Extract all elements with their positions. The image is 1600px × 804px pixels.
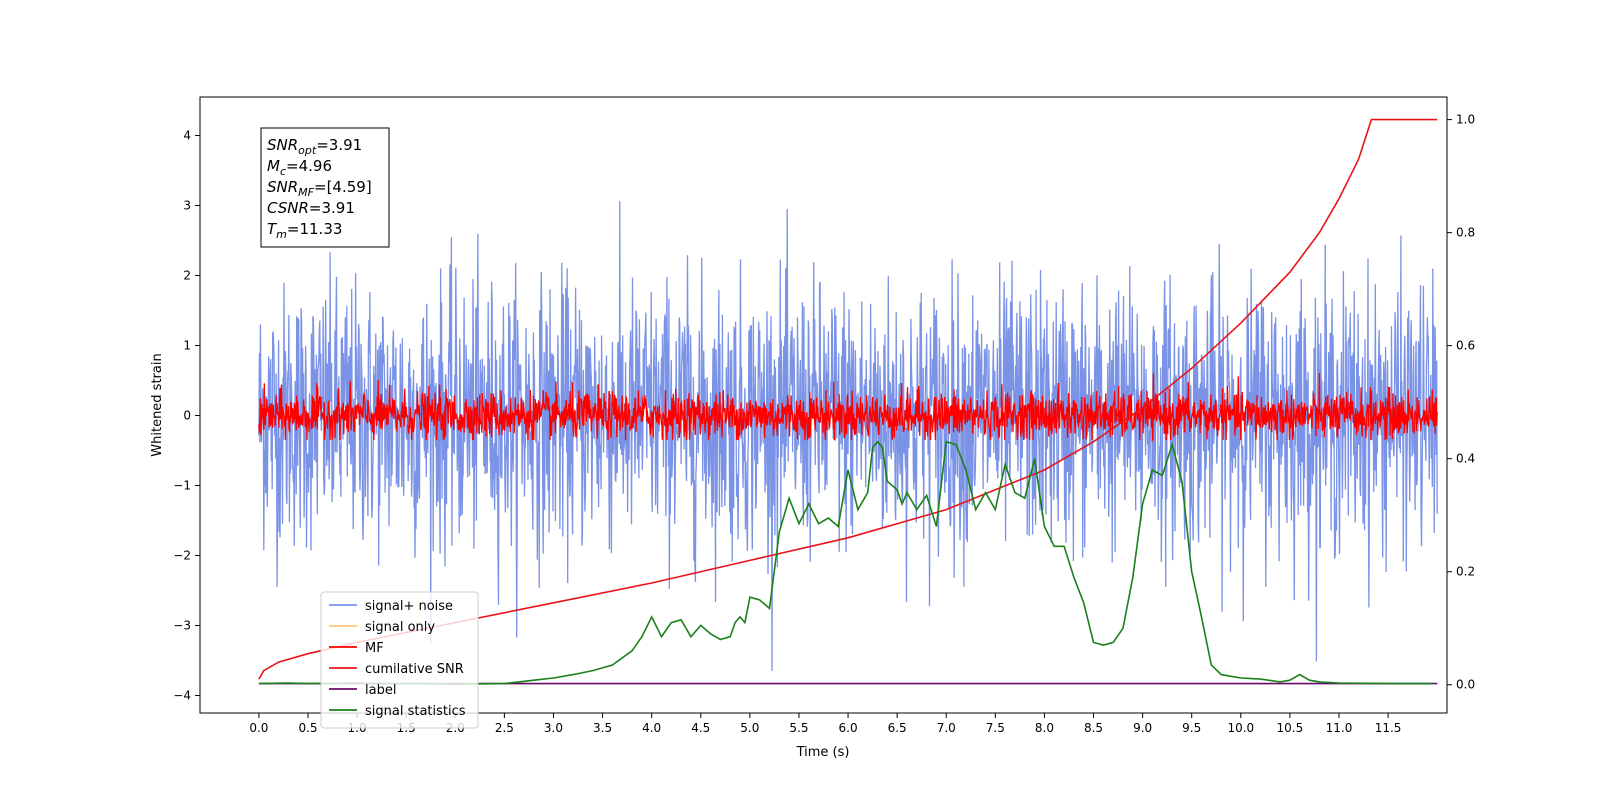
- legend-frame: [320, 591, 479, 729]
- y-axis-left: −4 −3 −2 −1 0 1 2 3 4: [173, 129, 200, 703]
- y2-tick-label: 0.4: [1456, 452, 1475, 466]
- legend-label: cumilative SNR: [365, 662, 464, 677]
- y-tick-label: −4: [173, 689, 191, 703]
- series-signal-noise: [258, 201, 1438, 672]
- x-tick-label: 0.0: [249, 721, 268, 735]
- x-tick-label: 10.0: [1227, 721, 1254, 735]
- x-tick-label: 11.5: [1375, 721, 1402, 735]
- x-tick-label: 6.5: [888, 721, 907, 735]
- y-tick-label: −3: [173, 619, 191, 633]
- y2-tick-label: 0.8: [1456, 226, 1475, 240]
- x-tick-label: 4.0: [642, 721, 661, 735]
- annotation-line: SNRopt=3.91: [267, 136, 362, 157]
- x-tick-label: 6.0: [839, 721, 858, 735]
- x-tick-label: 7.5: [986, 721, 1005, 735]
- x-tick-label: 9.0: [1133, 721, 1152, 735]
- annotation-frame: [260, 127, 390, 248]
- y2-tick-label: 1.0: [1456, 113, 1475, 127]
- legend-label: signal statistics: [365, 704, 466, 719]
- y-tick-label: 0: [183, 409, 191, 423]
- x-tick-label: 3.0: [544, 721, 563, 735]
- y-tick-label: 2: [183, 269, 191, 283]
- x-tick-label: 3.5: [593, 721, 612, 735]
- annotation-line: Tm=11.33: [267, 220, 342, 241]
- y-axis-label: Whitened strain: [150, 353, 165, 456]
- y-axis-right: 0.0 0.2 0.4 0.6 0.8 1.0: [1447, 113, 1475, 692]
- legend-label: signal+ noise: [365, 599, 453, 614]
- x-tick-label: 11.0: [1326, 721, 1353, 735]
- series-signal-statistics: [258, 440, 1433, 686]
- y2-tick-label: 0.6: [1456, 339, 1475, 353]
- y-tick-label: 3: [183, 199, 191, 213]
- y-tick-label: 1: [183, 339, 191, 353]
- x-tick-label: 5.5: [789, 721, 808, 735]
- x-tick-label: 9.5: [1182, 721, 1201, 735]
- y2-tick-label: 0.2: [1456, 565, 1475, 579]
- legend: signal+ noise signal only MF cumilative SNR…: [320, 591, 479, 729]
- x-tick-label: 8.5: [1084, 721, 1103, 735]
- x-tick-label: 5.0: [740, 721, 759, 735]
- x-tick-label: 2.5: [495, 721, 514, 735]
- x-tick-label: 4.5: [691, 721, 710, 735]
- series-mf: [258, 372, 1438, 443]
- x-tick-label: 7.0: [937, 721, 956, 735]
- plot-frame: [199, 96, 1448, 714]
- annotation-line: SNRMF=[4.59]: [267, 178, 372, 199]
- x-tick-label: 10.5: [1277, 721, 1304, 735]
- legend-label: MF: [365, 641, 384, 656]
- legend-label: signal only: [365, 620, 435, 635]
- x-tick-label: 0.5: [298, 721, 317, 735]
- y2-tick-label: 0.0: [1456, 678, 1475, 692]
- y-tick-label: −1: [173, 479, 191, 493]
- annotation-line: CSNR=3.91: [267, 199, 355, 217]
- y-tick-label: 4: [183, 129, 191, 143]
- x-axis-label: Time (s): [796, 745, 850, 760]
- legend-label: label: [365, 683, 396, 698]
- x-tick-label: 8.0: [1035, 721, 1054, 735]
- annotation-line: Mc=4.96: [267, 157, 332, 178]
- y-tick-label: −2: [173, 549, 191, 563]
